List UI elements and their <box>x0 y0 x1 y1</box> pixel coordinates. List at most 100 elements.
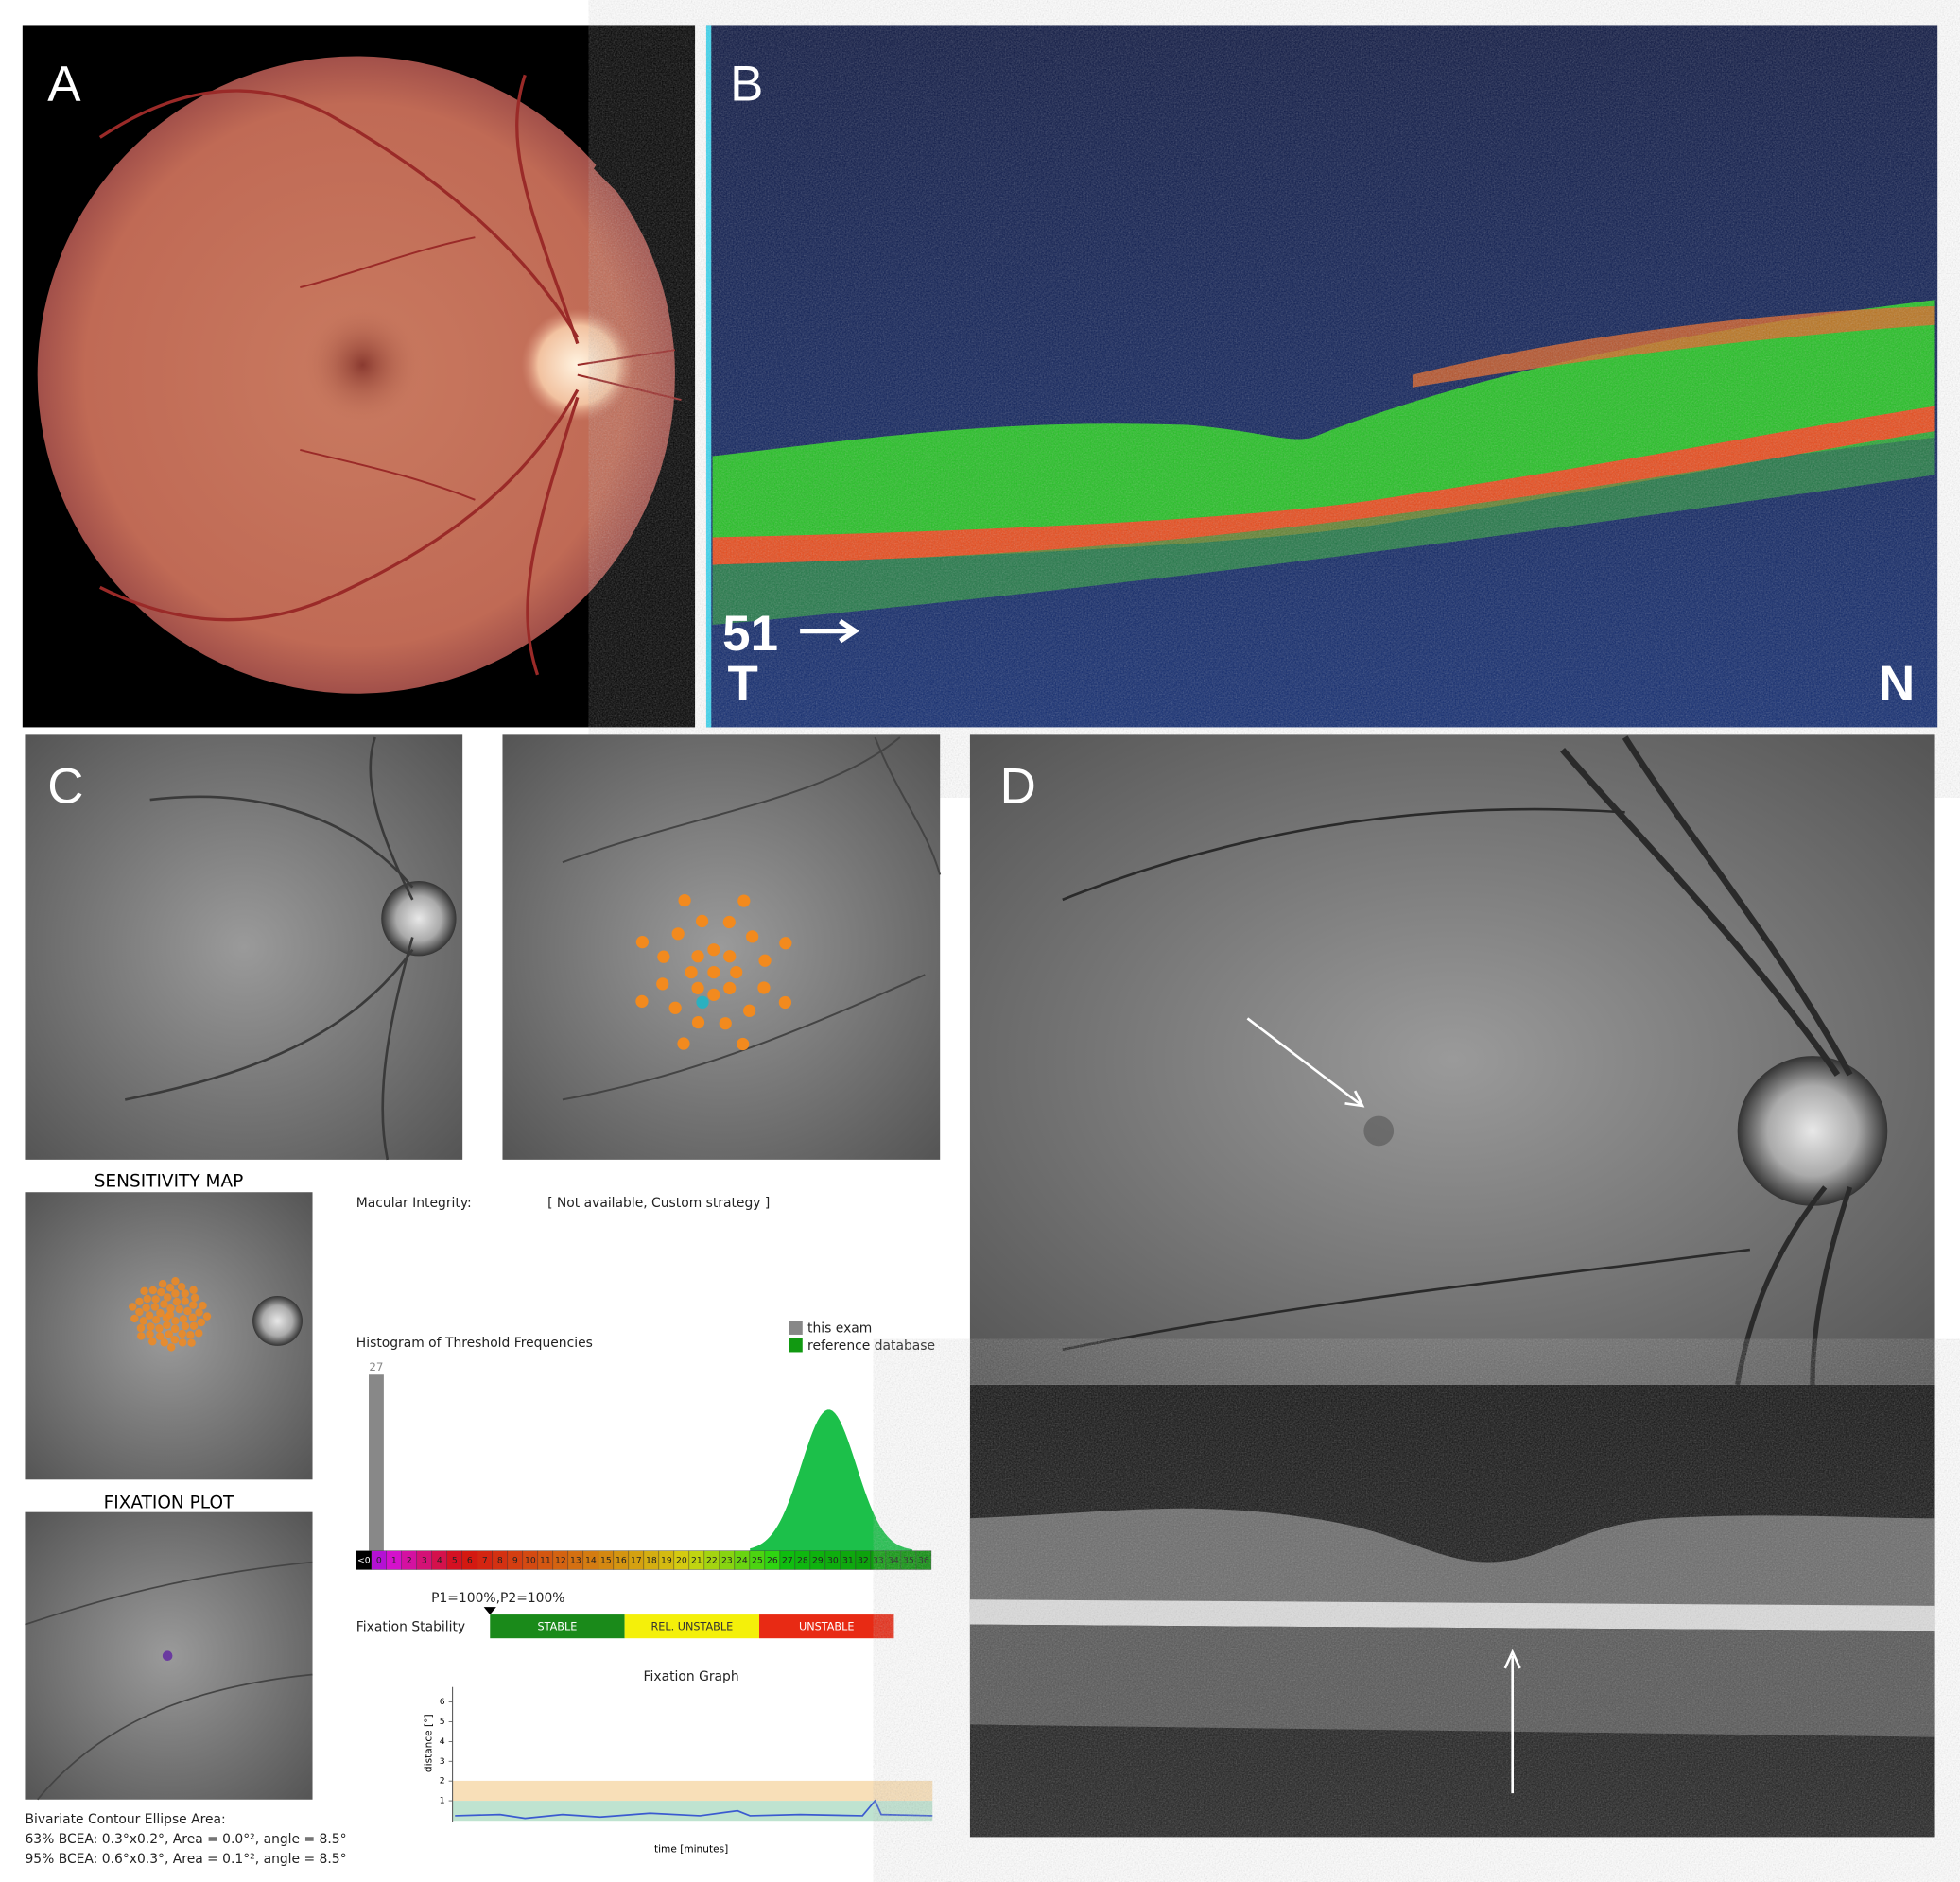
sensitivity-cloud <box>129 1276 212 1352</box>
stimulus <box>691 950 704 963</box>
stimulus <box>730 965 743 979</box>
stimulus <box>150 1303 160 1311</box>
stimulus-grid <box>635 893 792 1051</box>
bar-label: 27 <box>369 1360 383 1373</box>
y-tick-label: 5 <box>440 1717 445 1727</box>
stimulus <box>179 1315 188 1323</box>
scale-label: 8 <box>497 1556 503 1566</box>
stimulus <box>177 1282 186 1291</box>
stimulus <box>178 1329 186 1338</box>
stimulus <box>175 1304 184 1314</box>
stimulus <box>181 1289 189 1298</box>
optic-disc <box>381 881 457 957</box>
arrow <box>1246 1017 1365 1108</box>
scale-label: 23 <box>721 1556 733 1566</box>
fixation-target <box>696 995 709 1009</box>
stability-bar: STABLE REL. UNSTABLE UNSTABLE <box>490 1614 894 1639</box>
stimulus <box>143 1294 152 1304</box>
panel-b: B 51 T N <box>705 25 1938 728</box>
scale-label: 15 <box>600 1556 612 1566</box>
stimulus <box>156 1308 165 1318</box>
optic-disc <box>252 1295 303 1346</box>
x-axis-label: time [minutes] <box>654 1844 728 1856</box>
stimulus <box>137 1332 146 1340</box>
p-values: P1=100%,P2=100% <box>431 1591 564 1606</box>
stimulus <box>166 1304 175 1313</box>
section-title: FIXATION PLOT <box>104 1493 234 1512</box>
stimulus <box>189 1286 198 1294</box>
speckle <box>969 1384 1935 1838</box>
marker <box>483 1607 496 1615</box>
stimulus <box>737 894 751 907</box>
stimulus <box>691 981 704 994</box>
scale-label: 18 <box>646 1556 657 1566</box>
section-title: SENSITIVITY MAP <box>95 1172 244 1192</box>
panel-d: D <box>969 734 1935 1838</box>
legend-swatch <box>789 1338 803 1353</box>
stimulus <box>758 954 772 967</box>
scale-label: 4 <box>437 1556 442 1566</box>
vessels <box>124 736 414 1161</box>
slo-image <box>502 734 941 1160</box>
stimulus <box>743 1004 756 1017</box>
stimulus <box>719 1017 732 1030</box>
stimulus <box>723 950 737 963</box>
stimulus <box>186 1331 195 1339</box>
field-value: [ Not available, Custom strategy ] <box>547 1196 770 1211</box>
panel-label: B <box>730 57 763 112</box>
speckle <box>711 25 1938 728</box>
scale-label: 2 <box>407 1556 412 1566</box>
stability-label: STABLE <box>538 1620 578 1632</box>
stimulus <box>155 1324 164 1333</box>
stimulus <box>130 1314 139 1323</box>
stimulus <box>148 1286 158 1295</box>
scale-label: 34 <box>888 1556 899 1566</box>
y-tick-label: 1 <box>440 1796 445 1806</box>
y-tick-label: 2 <box>440 1776 445 1787</box>
stimulus <box>723 981 737 994</box>
legend-swatch <box>789 1321 803 1335</box>
stimulus <box>181 1321 190 1331</box>
stimulus <box>163 1293 172 1302</box>
scale-label: 14 <box>585 1556 597 1566</box>
stimulus <box>685 965 698 979</box>
scale-label: 7 <box>482 1556 488 1566</box>
stimulus <box>172 1297 182 1306</box>
stimulus <box>136 1323 146 1333</box>
scale-label: 17 <box>631 1556 642 1566</box>
scale-label: 26 <box>767 1556 778 1566</box>
scan-number: 51 <box>722 606 778 662</box>
stimulus <box>707 988 720 1001</box>
stimulus <box>162 1313 171 1322</box>
scale-label: 5 <box>452 1556 458 1566</box>
scale-label: 6 <box>467 1556 473 1566</box>
scale-label: 9 <box>512 1556 518 1566</box>
scale-label: 30 <box>827 1556 839 1566</box>
stimulus <box>165 1330 173 1338</box>
stimulus <box>158 1279 167 1288</box>
panel-label: A <box>47 57 81 112</box>
stimulus <box>129 1303 137 1311</box>
notch <box>593 149 638 198</box>
scale-label: 16 <box>616 1556 627 1566</box>
y-tick-label: 4 <box>440 1736 445 1747</box>
stability-label: UNSTABLE <box>799 1620 854 1632</box>
y-tick-label: 6 <box>440 1697 445 1707</box>
slo-image <box>25 734 463 1160</box>
stimulus <box>778 995 792 1010</box>
stimulus <box>668 1001 682 1014</box>
y-tick-label: 3 <box>440 1756 445 1767</box>
slo-image <box>969 734 1935 1385</box>
stimulus <box>165 1284 175 1292</box>
panel-label: D <box>1000 759 1036 815</box>
y-axis-label: distance [°] <box>423 1714 434 1772</box>
stimulus <box>139 1317 148 1325</box>
stability-label: REL. UNSTABLE <box>650 1620 733 1632</box>
stability-segment <box>490 1614 625 1639</box>
panel-c: C SENSITIVITY MAP FIXATION PLOT Bivariat… <box>25 734 942 1867</box>
stimulus <box>170 1324 180 1334</box>
stimulus <box>695 914 709 928</box>
stimulus <box>635 994 649 1008</box>
scale-label: <0 <box>357 1556 371 1566</box>
